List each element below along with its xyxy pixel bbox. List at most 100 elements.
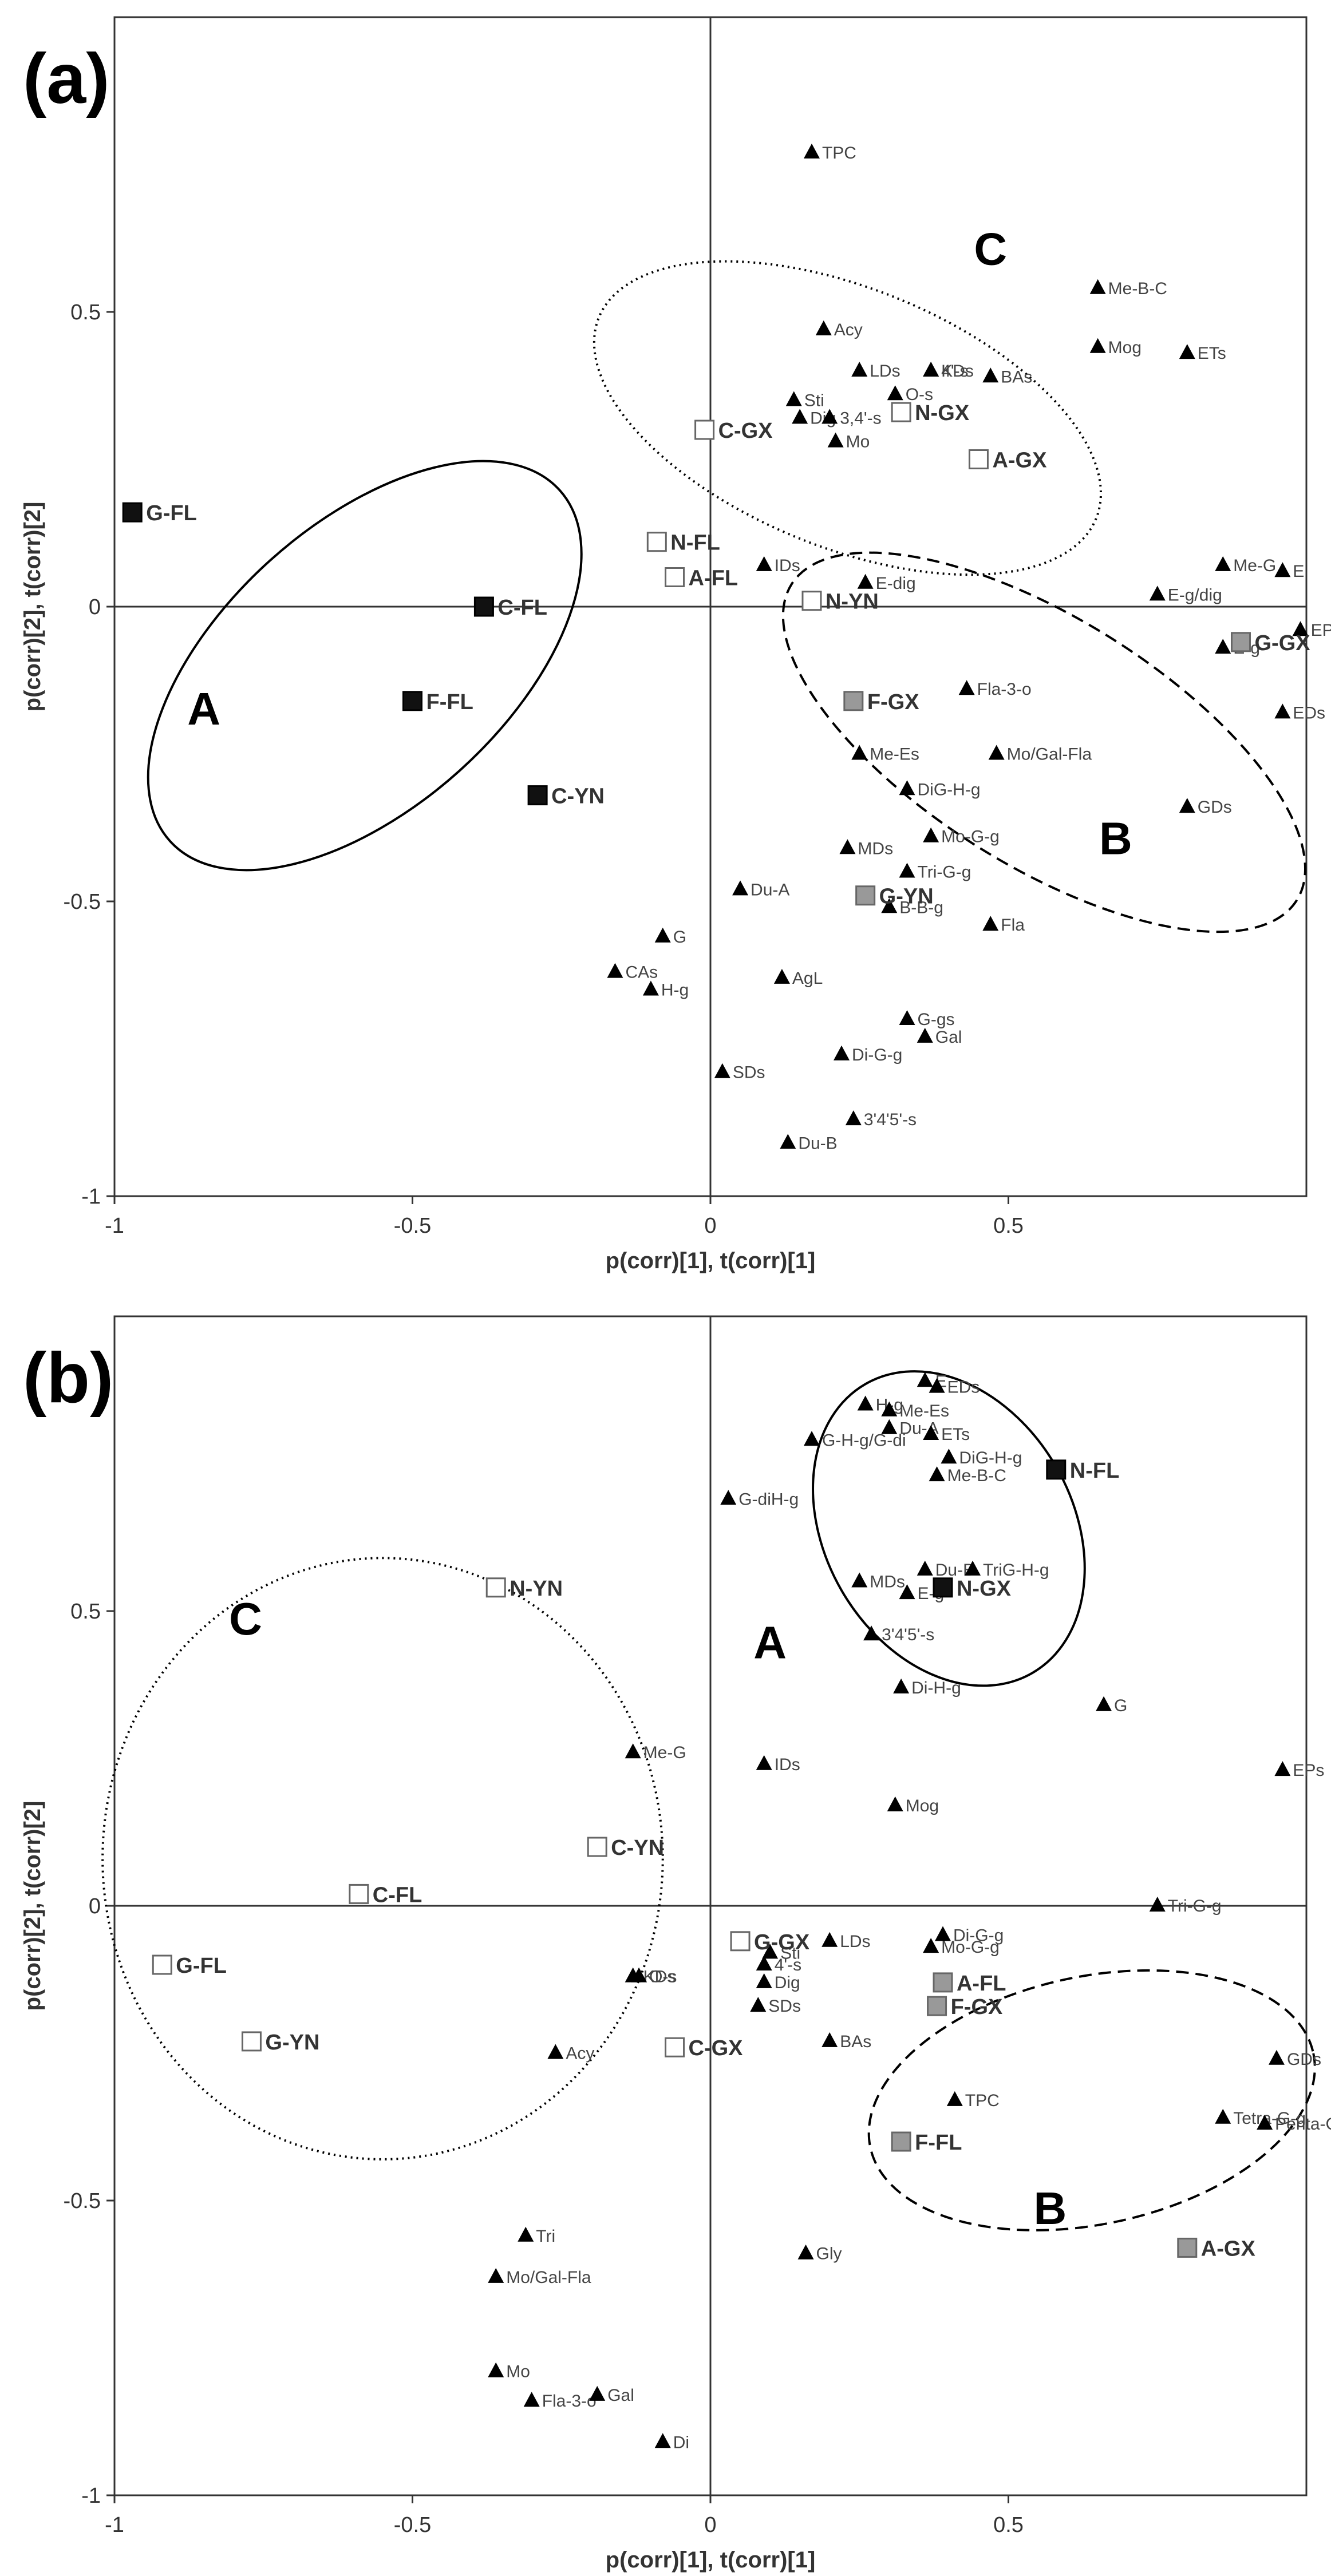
panel-a-sample-point: [404, 692, 422, 710]
panel-b-variable-label: Mo/Gal-Fla: [506, 2268, 591, 2287]
panel-b-x-tick-label: -1: [105, 2513, 124, 2537]
panel-a-variable-label: Gal: [935, 1028, 962, 1047]
panel-a-variable-label: LDs: [870, 362, 900, 381]
panel-b-variable-label: Mo: [506, 2363, 530, 2381]
panel-a-group-c-label: C: [974, 224, 1007, 275]
panel-b-variable-label: 3'4'5'-s: [882, 1625, 934, 1644]
panel-b-x-axis-label: p(corr)[1], t(corr)[1]: [606, 2547, 816, 2573]
panel-a-variable-label: 3'4'5'-s: [864, 1110, 917, 1129]
panel-a-variable-label: TPC: [822, 144, 856, 163]
panel-a-variable-label: GDs: [1198, 798, 1232, 817]
panel-a-sample-label: F-GX: [867, 690, 919, 714]
panel-b-label: (b): [23, 1339, 113, 1418]
panel-a-variable-label: H-g: [661, 981, 689, 1000]
panel-a-y-tick-label: 0: [89, 595, 101, 619]
panel-b-sample-label: C-FL: [373, 1883, 422, 1907]
panel-b-x-tick-label: 0: [704, 2513, 716, 2537]
panel-b-sample-label: G-GX: [754, 1930, 810, 1954]
panel-b-variable-label: Me-G: [643, 1743, 686, 1762]
panel-b-variable-label: Gal: [607, 2386, 634, 2405]
panel-b-variable-label: G-diH-g: [738, 1490, 799, 1509]
panel-b-sample-point: [1047, 1461, 1065, 1479]
panel-a-sample-point: [844, 692, 863, 710]
panel-a-variable-label: 3,4'-s: [840, 409, 881, 428]
panel-b-sample-label: N-YN: [510, 1577, 563, 1601]
panel-a-variable-label: IDs: [775, 556, 800, 575]
panel-b-variable-label: Penta-G-g: [1275, 2115, 1331, 2134]
panel-b-sample-point: [487, 1578, 505, 1597]
panel-a-sample-label: G-FL: [146, 501, 197, 525]
panel-b-variable-label: BAs: [840, 2032, 871, 2051]
panel-b-variable-label: Fla-3-o: [542, 2392, 597, 2411]
panel-b-sample-label: C-YN: [611, 1836, 664, 1860]
panel-a-variable-label: Me-G: [1233, 556, 1276, 575]
panel-a-sample-point: [528, 786, 547, 805]
panel-b-sample-point: [892, 2132, 910, 2151]
panel-b-sample-label: C-GX: [689, 2036, 744, 2060]
panel-a-x-axis-label: p(corr)[1], t(corr)[1]: [606, 1248, 816, 1273]
panel-b-sample-point: [350, 1885, 368, 1903]
panel-b-variable-label: LDs: [840, 1932, 870, 1951]
panel-a-variable-label: E-g/dig: [1168, 585, 1222, 604]
panel-a-variable-label: Di-G-g: [852, 1046, 902, 1065]
panel-a-variable-label: G: [673, 928, 686, 947]
panel-a-variable-label: Fla: [1001, 916, 1025, 935]
panel-a-variable-label: Me-Es: [870, 745, 919, 764]
panel-b-x-tick-label: 0.5: [993, 2513, 1024, 2537]
panel-b-variable-label: Di: [673, 2433, 689, 2452]
panel-a-y-tick-label: -0.5: [64, 890, 101, 914]
panel-a-sample-point: [475, 597, 493, 616]
panel-b-variable-label: Me-Es: [899, 1402, 949, 1420]
panel-a-variable-label: Sti: [804, 391, 824, 410]
panel-a-variable-label: EPs: [1311, 621, 1331, 640]
panel-a-y-tick-label: 0.5: [70, 300, 101, 325]
panel-b-variable-label: Tri-G-g: [1168, 1897, 1222, 1916]
panel-b-y-tick-label: -0.5: [64, 2189, 101, 2213]
panel-b-sample-point: [153, 1956, 171, 1974]
panel-b-variable-label: Di-H-g: [911, 1679, 961, 1697]
panel-a-sample-label: C-FL: [497, 596, 547, 620]
panel-b-sample-label: A-FL: [957, 1972, 1006, 1996]
panel-a-variable-label: G-gs: [918, 1010, 955, 1029]
panel-a-variable-label: Mo: [846, 433, 870, 452]
panel-a-variable-label: E: [1293, 562, 1304, 581]
panel-a-variable-label: AgL: [792, 969, 823, 988]
panel-a-sample-label: N-GX: [915, 401, 970, 425]
panel-a-sample-label: C-YN: [551, 785, 605, 809]
panel-a-sample-point: [666, 568, 684, 587]
panel-a-sample-point: [892, 403, 910, 421]
panel-b-variable-label: EPs: [1293, 1761, 1324, 1780]
panel-b-y-tick-label: 0.5: [70, 1600, 101, 1624]
panel-a-sample-label: G-GX: [1254, 631, 1310, 655]
panel-b-sample-label: F-FL: [915, 2131, 962, 2155]
panel-a-variable-label: Du-B: [798, 1134, 837, 1153]
panel-b-y-tick-label: 0: [89, 1894, 101, 1918]
panel-a-variable-label: BAs: [1001, 367, 1032, 386]
panel-b-sample-label: A-GX: [1201, 2237, 1256, 2261]
panel-a-variable-label: Fla-3-o: [977, 680, 1032, 699]
panel-b-variable-label: Gly: [816, 2245, 842, 2264]
panel-a-sample-point: [647, 533, 666, 551]
panel-a-sample-point: [803, 592, 821, 610]
panel-b-variable-label: SDs: [768, 1997, 801, 2016]
panel-a-sample-point: [696, 421, 714, 439]
panel-a-sample-point: [969, 450, 988, 469]
panel-a-group-b-label: B: [1099, 813, 1132, 864]
panel-b-y-axis-label: p(corr)[2], t(corr)[2]: [20, 1801, 45, 2011]
panel-a-sample-label: G-YN: [879, 885, 934, 909]
panel-b-sample-label: N-GX: [957, 1577, 1012, 1601]
panel-b-sample-point: [242, 2032, 260, 2051]
panel-b-sample-point: [928, 1997, 946, 2015]
panel-a-variable-label: SDs: [733, 1063, 765, 1082]
panel-a-sample-label: C-GX: [718, 419, 773, 443]
panel-b-variable-label: 4'-s: [775, 1956, 801, 1974]
panel-a-sample-label: F-FL: [426, 690, 473, 714]
panel-b-group-b-label: B: [1033, 2183, 1067, 2234]
panel-b-variable-label: Acy: [566, 2044, 594, 2063]
panel-a-sample-label: N-YN: [826, 590, 879, 614]
panel-a-variable-label: Tri-G-g: [918, 863, 971, 882]
panel-a-variable-label: ETs: [1198, 344, 1226, 363]
panel-b-sample-point: [588, 1838, 606, 1856]
panel-a-sample-label: A-GX: [992, 449, 1047, 473]
